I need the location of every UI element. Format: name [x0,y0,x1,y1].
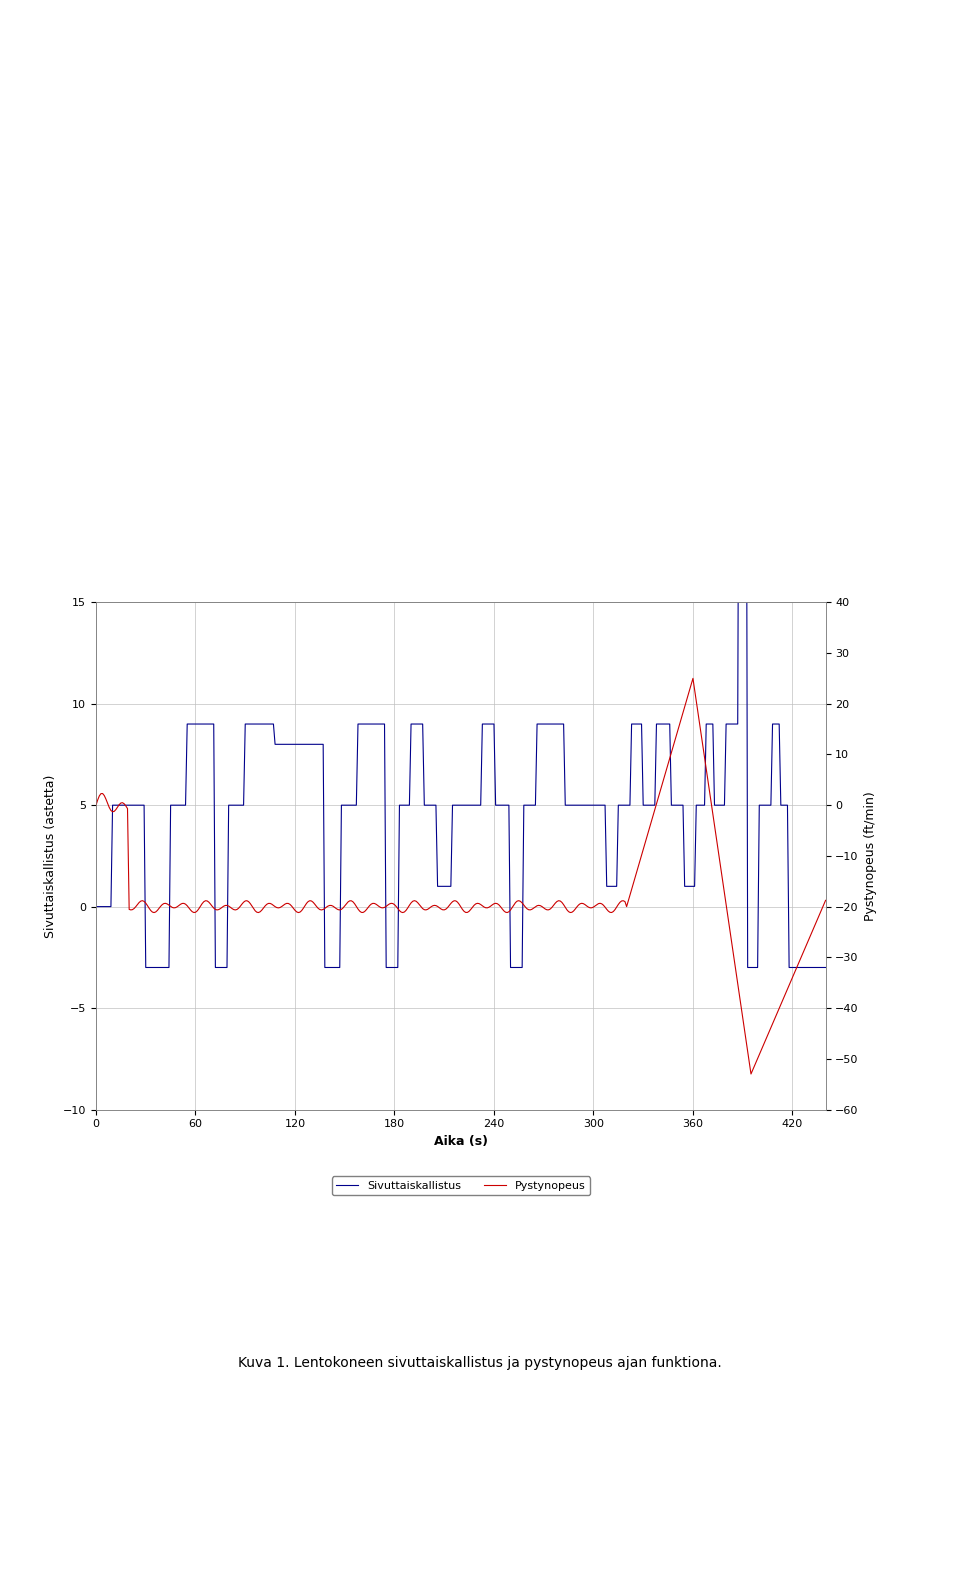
Pystynopeus [681,691,692,710]
Sivuttaiskallistus [245,715,256,734]
Pystynopeus [820,891,831,910]
Pystynopeus [432,897,444,916]
Pystynopeus [243,892,254,911]
Pystynopeus [777,991,788,1010]
Y-axis label: Sivuttaiskallistus (astetta): Sivuttaiskallistus (astetta) [44,773,58,938]
Sivuttaiskallistus [140,957,152,976]
Pystynopeus [612,896,624,915]
Sivuttaiskallistus [90,897,102,916]
Pystynopeus [738,1019,750,1038]
Pystynopeus [687,669,699,688]
Sivuttaiskallistus [820,957,831,976]
Text: Kuva 1. Lentokoneen sivuttaiskallistus ja pystynopeus ajan funktiona.: Kuva 1. Lentokoneen sivuttaiskallistus j… [238,1357,722,1369]
Sivuttaiskallistus [777,796,788,815]
Sivuttaiskallistus [614,796,626,815]
Sivuttaiskallistus [434,877,445,896]
Y-axis label: Pystynopeus (ft/min): Pystynopeus (ft/min) [864,791,877,921]
X-axis label: Aika (s): Aika (s) [434,1135,488,1148]
Sivuttaiskallistus [683,877,694,896]
Sivuttaiskallistus [740,228,752,247]
Pystynopeus [90,796,102,815]
Legend: Sivuttaiskallistus, Pystynopeus: Sivuttaiskallistus, Pystynopeus [332,1176,589,1195]
Line: Pystynopeus: Pystynopeus [96,678,826,1075]
Sivuttaiskallistus [733,228,745,247]
Line: Sivuttaiskallistus: Sivuttaiskallistus [96,238,826,967]
Pystynopeus [745,1065,756,1084]
